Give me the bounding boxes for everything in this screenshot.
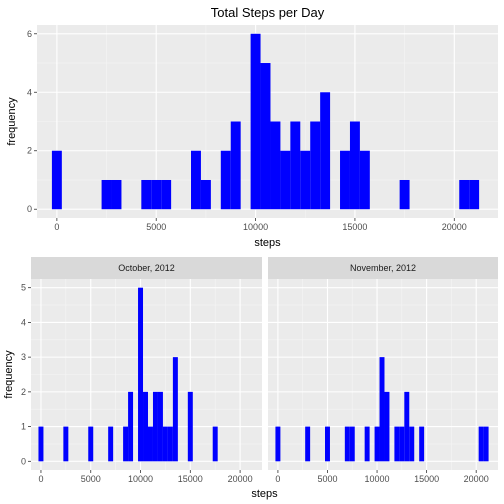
top-histogram-bar: [151, 179, 162, 210]
facet-1-histogram-bar: [138, 287, 144, 462]
top-histogram-bar: [250, 33, 261, 210]
facet-1-histogram-bar: [187, 391, 193, 462]
facet-2-histogram-bar: [399, 426, 405, 462]
top-y-axis-title: frequency: [6, 97, 18, 146]
facet-1-x-tick-label: 15000: [178, 474, 203, 484]
top-y-tick-label: 2: [27, 146, 32, 156]
facet-1-histogram-bar: [38, 426, 44, 462]
top-histogram-bar: [101, 179, 112, 210]
top-x-tick-label: 0: [54, 222, 59, 232]
facet-2-histogram-bar: [325, 426, 330, 462]
top-histogram-bar: [200, 179, 211, 210]
facet-2-histogram-bar: [305, 426, 311, 462]
facet-1-histogram-bar: [162, 426, 168, 462]
facet-2-strip: [268, 257, 498, 279]
facet-2-histogram-bar: [275, 426, 281, 462]
top-x-tick-label: 5000: [146, 222, 166, 232]
facet-2-x-tick-label: 5000: [317, 474, 337, 484]
top-histogram-bar: [230, 121, 241, 210]
top-histogram-bar: [459, 179, 470, 210]
facet-1-strip: [31, 257, 262, 279]
top-histogram-bar: [300, 150, 311, 210]
facet-1-histogram-bar: [128, 391, 134, 462]
facet-1-histogram-bar: [143, 391, 148, 462]
top-y-tick-label: 4: [27, 87, 32, 97]
top-x-tick-label: 20000: [442, 222, 467, 232]
bottom-x-axis-title: steps: [251, 488, 278, 500]
top-histogram-bar: [349, 121, 360, 210]
facet-2-x-tick-label: 0: [275, 474, 280, 484]
bottom-y-tick-label: 0: [21, 456, 26, 466]
top-x-tick-label: 15000: [342, 222, 367, 232]
top-x-tick-label: 10000: [243, 222, 268, 232]
top-histogram-bar: [161, 179, 172, 210]
facet-2-strip-label: November, 2012: [350, 263, 416, 273]
bottom-y-tick-label: 3: [21, 352, 26, 362]
bottom-y-tick-label: 1: [21, 422, 26, 432]
top-y-tick-label: 6: [27, 29, 32, 39]
top-histogram-bar: [141, 179, 152, 210]
top-histogram-bar: [270, 121, 281, 210]
facet-2-histogram-bar: [344, 426, 350, 462]
facet-1-histogram-bar: [157, 391, 163, 462]
bottom-y-tick-label: 5: [21, 283, 26, 293]
facet-2-x-tick-label: 20000: [464, 474, 489, 484]
facet-2-histogram-bar: [483, 426, 489, 462]
facet-2-histogram-bar: [364, 426, 370, 462]
top-histogram-bar: [280, 150, 291, 210]
facet-2-histogram-bar: [478, 426, 484, 462]
top-histogram-bar: [399, 179, 410, 210]
facet-1-histogram-bar: [88, 426, 94, 462]
top-histogram-bar: [310, 121, 321, 210]
facet-1-histogram-bar: [123, 426, 129, 462]
top-histogram-bar: [51, 150, 62, 210]
facet-2-x-tick-label: 10000: [365, 474, 390, 484]
top-histogram-bar: [220, 150, 231, 210]
top-histogram-bar: [290, 121, 301, 210]
facet-1-x-tick-label: 10000: [128, 474, 153, 484]
chart-title: Total Steps per Day: [211, 5, 325, 20]
facet-2-x-tick-label: 15000: [414, 474, 439, 484]
facet-1-histogram-bar: [212, 426, 218, 462]
top-histogram-bar: [111, 179, 122, 210]
facet-1-histogram-bar: [167, 426, 173, 462]
facet-2-histogram-bar: [384, 391, 390, 462]
facet-2-histogram-bar: [374, 426, 380, 462]
facet-1-strip-label: October, 2012: [118, 263, 175, 273]
facet-1-x-tick-label: 5000: [81, 474, 101, 484]
facet-1-histogram-bar: [147, 426, 153, 462]
facet-1-histogram-bar: [63, 426, 69, 462]
top-histogram-bar: [469, 179, 480, 210]
top-histogram-bar: [320, 92, 331, 210]
facet-2-histogram-bar: [394, 426, 400, 462]
facet-2-histogram-bar: [409, 426, 415, 462]
bottom-y-tick-label: 2: [21, 387, 26, 397]
facet-1-histogram-bar: [108, 426, 114, 462]
facet-1-x-tick-label: 20000: [228, 474, 253, 484]
top-histogram-bar: [340, 150, 350, 210]
facet-1-histogram-bar: [172, 357, 178, 462]
top-histogram-bar: [359, 150, 370, 210]
top-histogram-bar: [190, 150, 201, 210]
bottom-y-axis-title: frequency: [3, 350, 15, 399]
facet-2-histogram-bar: [419, 426, 425, 462]
facet-1-x-tick-label: 0: [38, 474, 43, 484]
facet-2-histogram-bar: [379, 357, 385, 462]
facet-2-histogram-bar: [404, 391, 410, 462]
top-y-tick-label: 0: [27, 204, 32, 214]
facet-2-histogram-bar: [349, 426, 355, 462]
top-histogram-bar: [260, 63, 271, 210]
facet-1-histogram-bar: [152, 391, 158, 462]
bottom-y-tick-label: 4: [21, 317, 26, 327]
top-x-axis-title: steps: [254, 237, 281, 249]
